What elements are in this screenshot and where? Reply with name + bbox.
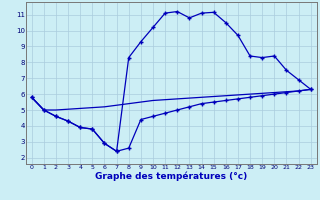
X-axis label: Graphe des températures (°c): Graphe des températures (°c) xyxy=(95,171,247,181)
